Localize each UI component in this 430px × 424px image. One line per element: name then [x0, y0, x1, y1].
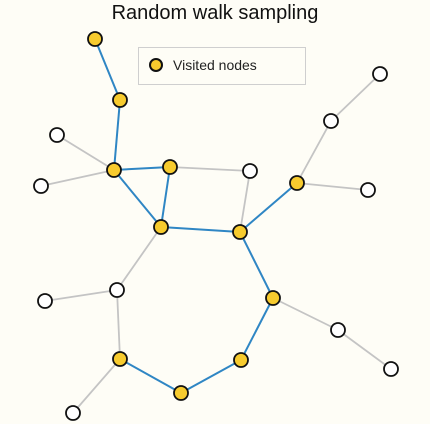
edge-layer — [40, 38, 392, 414]
edge-n15-n16 — [330, 73, 381, 122]
walk-edge-n5-n6 — [160, 226, 241, 233]
node-n15 — [323, 113, 339, 129]
node-n20 — [65, 405, 81, 421]
edge-n5-n18 — [116, 226, 162, 291]
diagram-title: Random walk sampling — [111, 2, 319, 24]
visited-node-n2 — [112, 92, 128, 108]
edge-n18-n19 — [44, 289, 118, 302]
visited-node-n6 — [232, 224, 248, 240]
walk-edge-n9-n10 — [180, 359, 242, 394]
visited-node-n9 — [233, 352, 249, 368]
node-layer — [33, 31, 399, 421]
edge-n3-n13 — [40, 169, 115, 187]
legend-visited-marker — [149, 58, 163, 72]
edge-n4-n14 — [169, 166, 251, 172]
visited-node-n4 — [162, 159, 178, 175]
walk-edge-n3-n4 — [113, 166, 171, 171]
walk-edge-n6-n8 — [239, 231, 274, 299]
walk-edge-n2-n3 — [113, 99, 121, 171]
legend: Visited nodes — [138, 47, 306, 85]
visited-node-n10 — [173, 385, 189, 401]
visited-node-n7 — [289, 175, 305, 191]
walk-edge-n1-n2 — [94, 38, 121, 101]
node-n16 — [372, 66, 388, 82]
visited-node-n1 — [87, 31, 103, 47]
node-n13 — [33, 178, 49, 194]
edge-n7-n15 — [296, 120, 332, 184]
visited-node-n8 — [265, 290, 281, 306]
edge-n7-n17 — [296, 182, 369, 191]
edge-n21-n22 — [337, 329, 392, 370]
visited-node-n11 — [112, 351, 128, 367]
node-n22 — [383, 361, 399, 377]
legend-visited-label: Visited nodes — [173, 57, 257, 73]
node-n17 — [360, 182, 376, 198]
edge-n11-n20 — [72, 358, 121, 414]
node-n14 — [242, 163, 258, 179]
walk-edge-n8-n9 — [240, 297, 274, 361]
edge-n14-n6 — [239, 170, 251, 233]
visited-node-n3 — [106, 162, 122, 178]
node-n12 — [49, 127, 65, 143]
node-n19 — [37, 293, 53, 309]
walk-edge-n4-n5 — [160, 166, 171, 228]
edge-n18-n11 — [116, 289, 121, 360]
edge-n3-n12 — [56, 134, 115, 171]
edge-n8-n21 — [272, 297, 339, 331]
node-n21 — [330, 322, 346, 338]
node-n18 — [109, 282, 125, 298]
walk-edge-n6-n7 — [239, 182, 298, 233]
visited-node-n5 — [153, 219, 169, 235]
walk-edge-n3-n5 — [113, 169, 162, 228]
walk-edge-n10-n11 — [119, 358, 182, 394]
